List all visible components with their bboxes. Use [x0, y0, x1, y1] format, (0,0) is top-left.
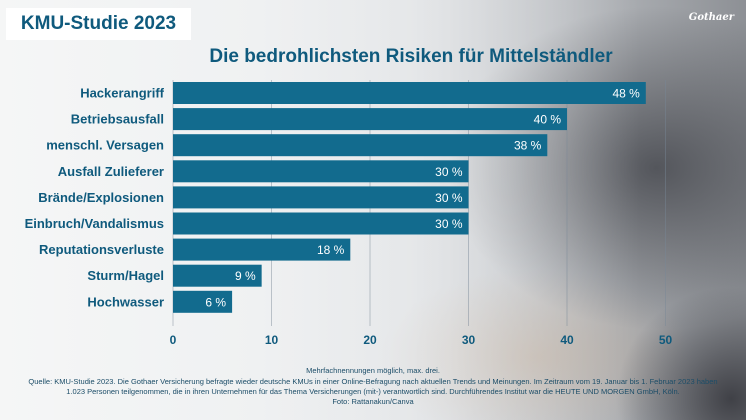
bar	[173, 134, 548, 157]
study-badge-label: KMU-Studie 2023	[20, 13, 177, 34]
background-wash	[0, 0, 640, 420]
study-badge: KMU-Studie 2023	[6, 8, 191, 40]
x-tick-label: 20	[363, 333, 377, 347]
bar	[173, 264, 262, 287]
category-label: Brände/Explosionen	[38, 190, 164, 205]
bar	[173, 108, 567, 131]
category-label: Ausfall Zulieferer	[58, 164, 164, 179]
x-tick-label: 10	[265, 333, 279, 347]
bar	[173, 186, 469, 209]
x-tick-label: 30	[462, 333, 476, 347]
category-label: menschl. Versagen	[46, 138, 164, 153]
category-label: Reputationsverluste	[39, 242, 164, 257]
value-label: 30 %	[435, 191, 463, 205]
value-label: 38 %	[514, 139, 542, 153]
bar	[173, 212, 469, 235]
category-label: Hackerangriff	[80, 86, 164, 101]
category-label: Betriebsausfall	[71, 112, 164, 127]
value-label: 30 %	[435, 165, 463, 179]
bar	[173, 238, 351, 261]
value-label: 30 %	[435, 217, 463, 231]
x-tick-label: 50	[659, 333, 673, 347]
photo-credit: Foto: Rattanakun/Canva	[332, 397, 414, 406]
bar	[173, 290, 233, 313]
category-label: Einbruch/Vandalismus	[25, 216, 164, 231]
bar	[173, 82, 646, 104]
value-label: 18 %	[317, 243, 345, 257]
x-tick-label: 0	[170, 333, 177, 347]
chart-title: Die bedrohlichsten Risiken für Mittelstä…	[209, 46, 613, 67]
bar	[173, 160, 469, 183]
footnote: Mehrfachnennungen möglich, max. drei.	[306, 366, 440, 375]
category-label: Sturm/Hagel	[87, 268, 164, 283]
source-line-2: 1.023 Personen teilgenommen, die in ihre…	[66, 387, 680, 396]
value-label: 40 %	[534, 113, 562, 127]
value-label: 48 %	[612, 87, 640, 101]
value-label: 9 %	[235, 269, 256, 283]
brand-logo: Gothaer	[688, 12, 734, 23]
source-line-1: Quelle: KMU-Studie 2023. Die Gothaer Ver…	[28, 377, 718, 386]
value-label: 6 %	[205, 295, 226, 309]
category-label: Hochwasser	[87, 294, 164, 309]
x-tick-label: 40	[560, 333, 574, 347]
